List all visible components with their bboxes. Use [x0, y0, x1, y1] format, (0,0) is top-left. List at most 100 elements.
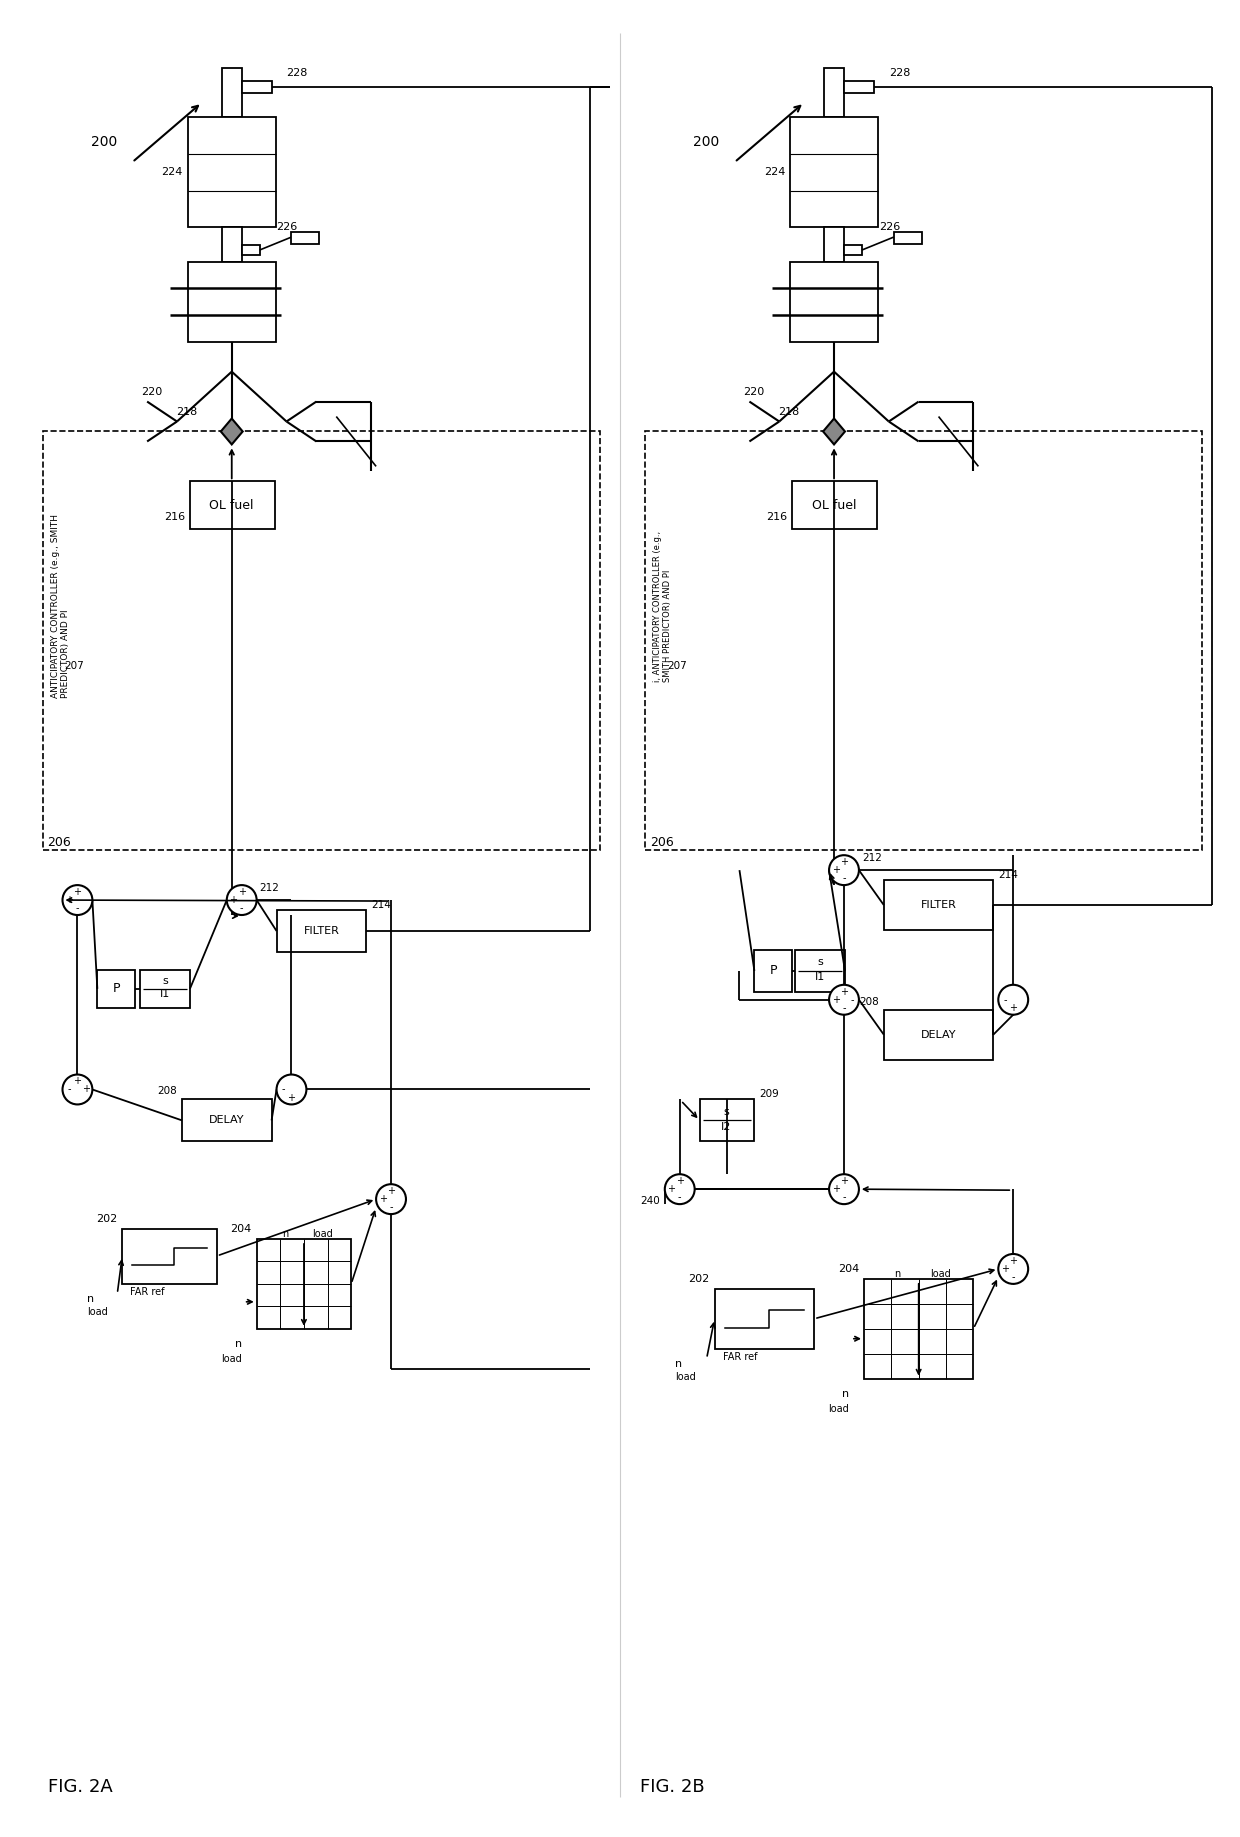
Circle shape — [62, 885, 92, 915]
Text: load: load — [312, 1229, 334, 1238]
Text: +: + — [1009, 1257, 1017, 1266]
FancyBboxPatch shape — [699, 1100, 754, 1141]
Text: P: P — [113, 983, 120, 996]
FancyBboxPatch shape — [825, 68, 844, 118]
Text: 216: 216 — [164, 513, 185, 522]
Text: DELAY: DELAY — [921, 1031, 956, 1040]
Text: +: + — [238, 887, 246, 896]
Text: 214: 214 — [998, 871, 1018, 880]
Polygon shape — [221, 419, 243, 445]
Text: OL fuel: OL fuel — [210, 500, 254, 513]
Text: n: n — [234, 1339, 242, 1348]
Text: -: - — [389, 1203, 393, 1212]
Circle shape — [830, 856, 859, 885]
Text: I1: I1 — [815, 972, 826, 983]
FancyBboxPatch shape — [123, 1229, 217, 1284]
Text: FAR ref: FAR ref — [130, 1288, 165, 1297]
Circle shape — [277, 1075, 306, 1104]
FancyBboxPatch shape — [190, 481, 274, 529]
Text: -: - — [842, 1192, 846, 1203]
Text: +: + — [676, 1176, 683, 1187]
Text: +: + — [832, 865, 839, 874]
Text: 209: 209 — [759, 1089, 779, 1100]
Text: 228: 228 — [286, 68, 308, 77]
Circle shape — [62, 1075, 92, 1104]
Text: 200: 200 — [91, 136, 118, 149]
Text: n: n — [842, 1389, 849, 1398]
Text: FIG. 2B: FIG. 2B — [640, 1778, 704, 1797]
Text: +: + — [832, 996, 839, 1005]
Text: +: + — [1009, 1003, 1017, 1012]
Text: n: n — [87, 1293, 94, 1304]
Circle shape — [227, 885, 257, 915]
Text: -: - — [67, 1084, 71, 1095]
Text: 204: 204 — [838, 1264, 859, 1273]
Text: 204: 204 — [231, 1223, 252, 1234]
Text: DELAY: DELAY — [210, 1115, 244, 1126]
Text: ANTICIPATORY CONTROLLER (e.g., SMITH
PREDICTOR) AND PI: ANTICIPATORY CONTROLLER (e.g., SMITH PRE… — [51, 514, 69, 698]
Text: 202: 202 — [688, 1273, 709, 1284]
FancyBboxPatch shape — [864, 1279, 973, 1378]
Text: FAR ref: FAR ref — [723, 1352, 758, 1361]
FancyBboxPatch shape — [714, 1290, 815, 1348]
Text: +: + — [73, 887, 82, 896]
Circle shape — [998, 1255, 1028, 1284]
Text: 224: 224 — [764, 167, 785, 176]
FancyBboxPatch shape — [140, 970, 190, 1009]
Circle shape — [830, 985, 859, 1014]
Text: I2: I2 — [722, 1122, 732, 1132]
FancyBboxPatch shape — [222, 228, 242, 263]
Circle shape — [830, 1174, 859, 1203]
Text: 226: 226 — [277, 222, 298, 231]
Text: n: n — [675, 1359, 682, 1369]
Text: -: - — [842, 1003, 846, 1012]
FancyBboxPatch shape — [277, 909, 366, 952]
FancyBboxPatch shape — [790, 118, 878, 228]
Text: 224: 224 — [161, 167, 184, 176]
Text: s: s — [724, 1108, 729, 1117]
FancyBboxPatch shape — [182, 1100, 272, 1141]
Text: +: + — [66, 895, 73, 906]
FancyBboxPatch shape — [884, 1010, 993, 1060]
Text: 218: 218 — [777, 406, 800, 417]
FancyBboxPatch shape — [844, 81, 874, 92]
Text: 214: 214 — [371, 900, 391, 909]
Text: 220: 220 — [743, 386, 764, 397]
FancyBboxPatch shape — [98, 970, 135, 1009]
Text: 208: 208 — [859, 997, 879, 1007]
Circle shape — [665, 1174, 694, 1203]
Text: 216: 216 — [766, 513, 787, 522]
Text: +: + — [378, 1194, 387, 1203]
FancyBboxPatch shape — [795, 950, 844, 992]
Text: 207: 207 — [667, 661, 687, 671]
FancyBboxPatch shape — [790, 263, 878, 342]
Text: P: P — [770, 964, 777, 977]
Text: FILTER: FILTER — [304, 926, 340, 937]
Text: s: s — [817, 957, 823, 968]
Text: 228: 228 — [889, 68, 910, 77]
Text: +: + — [839, 856, 848, 867]
Circle shape — [376, 1185, 405, 1214]
Text: n: n — [281, 1229, 288, 1238]
FancyBboxPatch shape — [257, 1238, 351, 1328]
Text: +: + — [387, 1187, 396, 1196]
FancyBboxPatch shape — [792, 481, 877, 529]
Text: FIG. 2A: FIG. 2A — [47, 1778, 113, 1797]
FancyBboxPatch shape — [242, 81, 272, 92]
Text: 206: 206 — [650, 836, 673, 849]
FancyBboxPatch shape — [884, 880, 993, 930]
Text: 220: 220 — [141, 386, 162, 397]
Text: 212: 212 — [259, 884, 279, 893]
Text: 212: 212 — [862, 852, 882, 863]
FancyBboxPatch shape — [754, 950, 792, 992]
Text: I1: I1 — [160, 990, 170, 999]
Text: -: - — [76, 904, 79, 913]
Text: -: - — [1012, 1273, 1016, 1282]
Text: 206: 206 — [47, 836, 72, 849]
Text: -: - — [281, 1084, 285, 1095]
Text: i, ANTICIPATORY CONTROLLER (e.g.,
SMITH PREDICTOR) AND PI: i, ANTICIPATORY CONTROLLER (e.g., SMITH … — [652, 531, 672, 682]
Text: 218: 218 — [176, 406, 197, 417]
Text: +: + — [839, 986, 848, 996]
Text: +: + — [832, 1185, 839, 1194]
Text: -: - — [241, 904, 243, 913]
